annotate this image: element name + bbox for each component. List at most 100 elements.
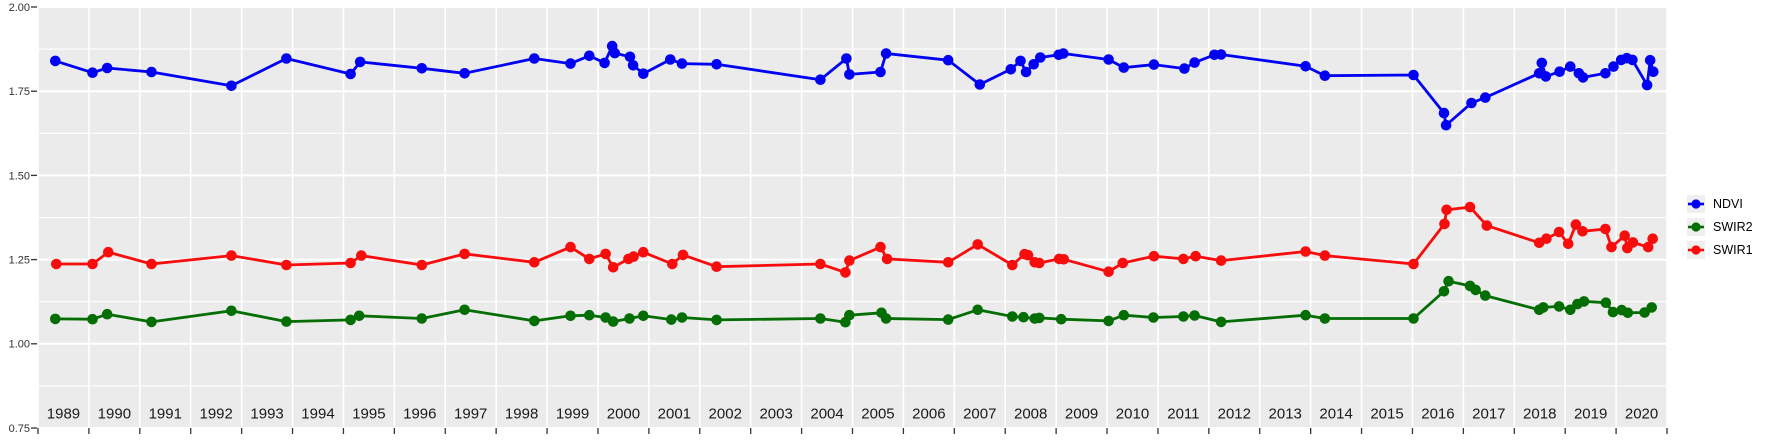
x-tick-label: 2012 — [1218, 405, 1251, 422]
data-point — [101, 62, 113, 74]
data-point — [972, 239, 983, 250]
data-point — [1562, 238, 1574, 250]
data-point — [529, 315, 540, 327]
data-point — [1441, 204, 1452, 216]
data-point — [146, 316, 157, 328]
x-tick-label: 1995 — [352, 405, 385, 422]
data-point — [1470, 284, 1481, 296]
x-tick-label: 2005 — [861, 405, 894, 422]
data-point — [844, 309, 855, 321]
x-tick-label: 2014 — [1319, 405, 1352, 422]
data-point — [1607, 306, 1619, 318]
data-point — [609, 47, 621, 59]
data-point — [628, 251, 639, 262]
data-point — [666, 314, 677, 325]
data-point — [584, 50, 595, 62]
data-point — [1481, 220, 1493, 231]
data-point — [1300, 246, 1311, 257]
data-point — [1553, 301, 1565, 312]
data-point — [345, 257, 356, 269]
legend-key-ndvi-icon — [1687, 195, 1705, 213]
data-point — [1438, 107, 1450, 119]
data-point — [1028, 59, 1039, 70]
data-point — [281, 53, 292, 64]
data-point — [638, 310, 649, 322]
legend-label-swir2: SWIR2 — [1713, 220, 1753, 234]
data-point — [1541, 233, 1552, 244]
x-tick-label: 1991 — [149, 405, 182, 422]
data-point — [1577, 72, 1589, 83]
data-point — [1007, 259, 1018, 271]
data-point — [281, 316, 292, 327]
data-point — [146, 258, 157, 270]
data-point — [1178, 253, 1189, 265]
data-point — [1148, 59, 1160, 70]
data-point — [1300, 309, 1311, 321]
x-tick-label: 1997 — [454, 405, 487, 422]
data-point — [87, 313, 98, 325]
legend-key-swir2-icon — [1687, 218, 1705, 236]
data-point — [1022, 249, 1034, 261]
data-point — [1622, 307, 1634, 319]
x-tick-label: 1993 — [250, 405, 283, 422]
x-tick-label: 2008 — [1014, 405, 1047, 422]
data-point — [529, 257, 540, 268]
data-point — [101, 308, 113, 320]
data-point — [1190, 250, 1201, 262]
y-tick-label: 0.75 — [9, 423, 30, 435]
data-point — [1319, 313, 1331, 324]
x-tick-label: 1992 — [199, 405, 232, 422]
data-point — [599, 57, 610, 69]
data-point — [565, 58, 576, 69]
series-line — [55, 279, 1653, 324]
data-point — [1148, 312, 1159, 323]
data-point — [1642, 241, 1654, 253]
data-point — [1600, 297, 1612, 309]
data-point — [584, 309, 595, 321]
data-point — [584, 253, 595, 265]
x-tick-label: 1990 — [98, 405, 131, 422]
data-point — [1466, 97, 1477, 109]
data-point — [1627, 237, 1639, 248]
legend-key-swir1-icon — [1687, 241, 1705, 259]
data-point — [1480, 290, 1491, 301]
y-tick-label: 1.50 — [9, 170, 30, 182]
x-tick-label: 1989 — [47, 405, 80, 422]
data-point — [1641, 79, 1653, 91]
data-point — [844, 255, 855, 266]
data-point — [880, 313, 892, 324]
data-point — [1408, 313, 1419, 324]
data-point — [1538, 302, 1549, 313]
y-axis-labels: 2.00 1.75 1.50 1.25 1.00 0.75 — [9, 2, 30, 435]
data-point — [676, 312, 688, 323]
legend-label-swir1: SWIR1 — [1713, 243, 1753, 257]
data-point — [1540, 71, 1552, 82]
data-point — [1553, 226, 1565, 238]
data-point — [459, 248, 470, 260]
data-point — [844, 69, 855, 80]
data-point — [226, 250, 237, 261]
data-point — [1408, 69, 1419, 81]
data-point — [880, 48, 892, 59]
data-point — [1627, 54, 1638, 66]
data-point — [677, 249, 689, 261]
data-point — [638, 246, 649, 258]
x-tick-label: 2001 — [658, 405, 691, 422]
data-point — [1103, 266, 1114, 278]
data-point — [356, 250, 367, 261]
data-point — [1034, 257, 1045, 269]
y-tick-label: 2.00 — [9, 2, 30, 14]
data-point — [711, 261, 722, 273]
legend-item-swir1: SWIR1 — [1687, 241, 1753, 259]
series-ndvi — [50, 40, 1659, 131]
x-tick-label: 2015 — [1370, 405, 1403, 422]
x-tick-label: 2018 — [1523, 405, 1556, 422]
data-point — [1103, 54, 1114, 65]
data-point — [665, 54, 676, 65]
data-point — [1606, 241, 1617, 253]
data-point — [840, 267, 851, 278]
data-point — [1058, 48, 1069, 59]
data-point — [815, 313, 826, 324]
data-point — [815, 258, 826, 270]
